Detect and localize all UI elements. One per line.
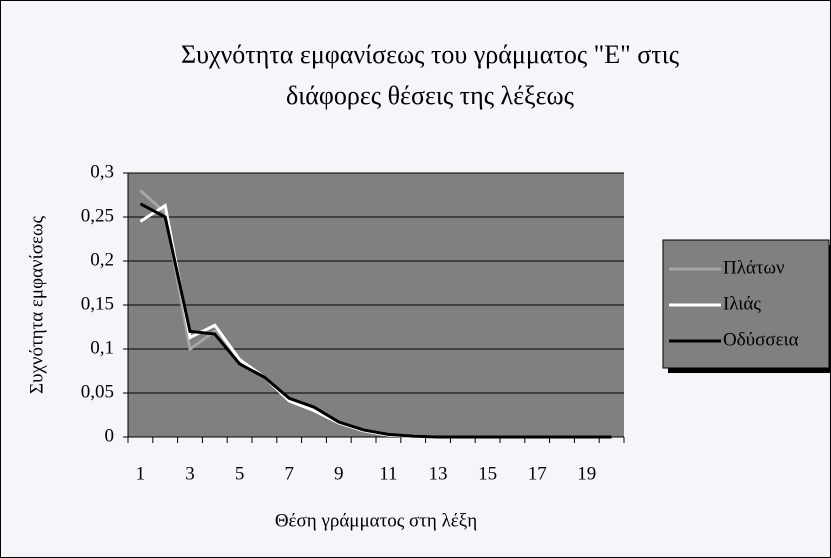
y-tick-label: 0,2 <box>90 249 114 270</box>
x-tick-label: 11 <box>379 463 397 484</box>
y-tick-label: 0,25 <box>81 205 114 226</box>
y-tick-label: 0,15 <box>81 293 114 314</box>
chart-title: διάφορες θέσεις της λέξεως <box>286 81 575 110</box>
chart: Συχνότητα εμφανίσεως του γράμματος "Ε" σ… <box>0 0 831 558</box>
y-tick-label: 0,1 <box>90 337 114 358</box>
x-tick-label: 3 <box>185 463 195 484</box>
y-tick-label: 0,3 <box>90 161 114 182</box>
x-tick-label: 5 <box>235 463 245 484</box>
x-tick-label: 13 <box>429 463 448 484</box>
x-tick-label: 19 <box>577 463 596 484</box>
x-tick-label: 1 <box>136 463 146 484</box>
chart-title: Συχνότητα εμφανίσεως του γράμματος "Ε" σ… <box>181 40 680 69</box>
legend-label: Πλάτων <box>723 257 785 278</box>
x-tick-label: 15 <box>478 463 497 484</box>
y-tick-label: 0,05 <box>81 381 114 402</box>
legend-label: Οδύσσεια <box>723 329 799 350</box>
y-axis-label: Συχνότητα εμφανίσεως <box>26 216 47 394</box>
x-tick-label: 9 <box>334 463 344 484</box>
x-axis-label: Θέση γράμματος στη λέξη <box>275 510 477 531</box>
y-tick-label: 0 <box>105 425 115 446</box>
x-tick-label: 7 <box>284 463 294 484</box>
legend-label: Ιλιάς <box>723 293 761 314</box>
x-tick-label: 17 <box>528 463 547 484</box>
